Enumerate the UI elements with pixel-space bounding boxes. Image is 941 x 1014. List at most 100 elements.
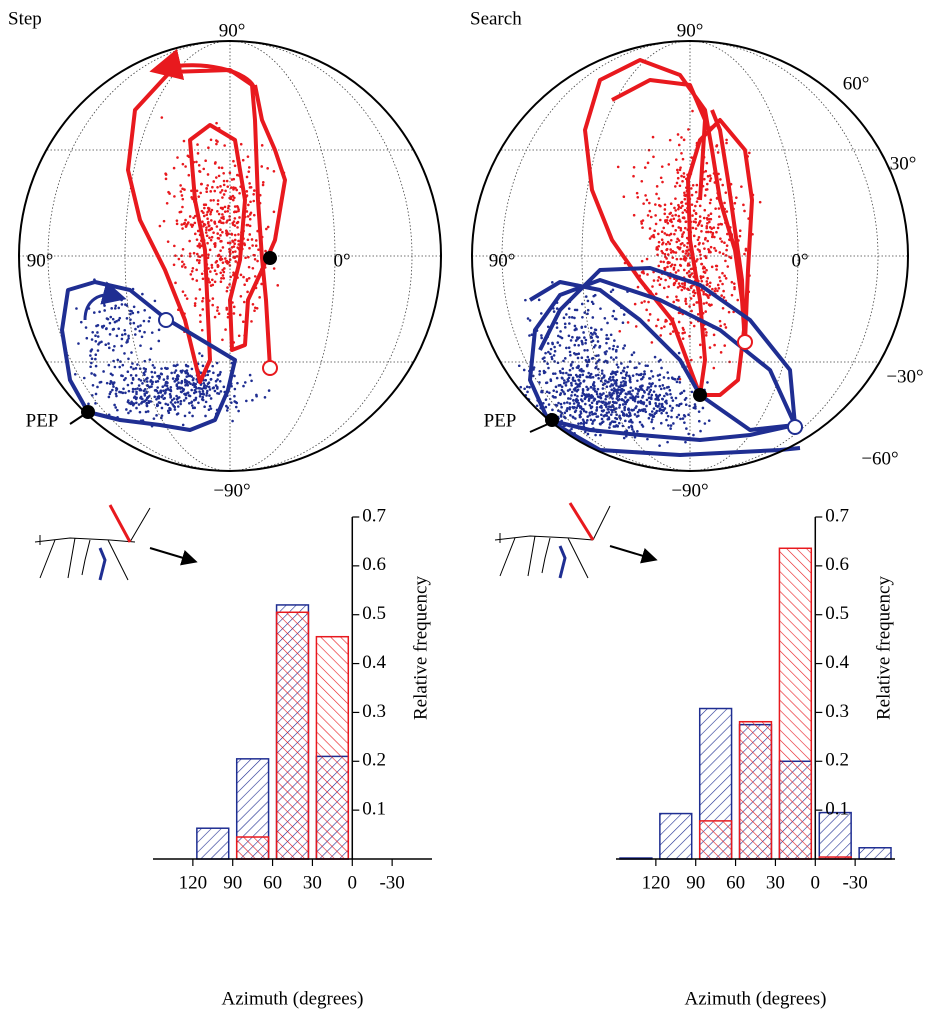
scatter-dot <box>219 234 222 237</box>
scatter-dot <box>156 386 159 389</box>
scatter-dot <box>618 385 622 389</box>
scatter-dot <box>91 383 95 387</box>
scatter-dot <box>222 385 226 389</box>
globe-rim <box>18 40 442 472</box>
scatter-dot <box>696 224 700 227</box>
scatter-dot <box>716 226 720 230</box>
scatter-dot <box>186 154 190 158</box>
scatter-dot <box>608 426 611 429</box>
scatter-dot <box>175 398 179 401</box>
scatter-dot <box>237 233 240 236</box>
scatter-dot <box>199 191 202 195</box>
scatter-dot <box>546 325 550 329</box>
scatter-dot <box>598 396 602 399</box>
scatter-dot <box>108 333 112 336</box>
scatter-dot <box>614 380 618 383</box>
scatter-dot <box>632 408 636 412</box>
scatter-dot <box>633 413 637 416</box>
scatter-dot <box>679 206 683 210</box>
scatter-dot <box>111 382 115 386</box>
scatter-dot <box>131 403 135 407</box>
scatter-dot <box>567 346 571 350</box>
scatter-dot <box>666 393 669 396</box>
scatter-dot <box>567 397 570 400</box>
scatter-dot <box>547 350 550 354</box>
scatter-dot <box>124 376 127 380</box>
scatter-dot <box>586 355 590 359</box>
scatter-dot <box>664 278 667 282</box>
scatter-dot <box>721 306 725 310</box>
scatter-dot <box>191 277 194 281</box>
scatter-dot <box>673 378 677 381</box>
scatter-dot <box>709 230 713 234</box>
pep-marker <box>545 413 559 427</box>
scatter-dot <box>585 421 588 425</box>
scatter-dot <box>703 208 707 212</box>
scatter-dot <box>596 340 600 343</box>
aep-marker <box>262 360 278 376</box>
scatter-dot <box>191 414 194 418</box>
scatter-dot <box>640 222 644 225</box>
scatter-dot <box>175 219 179 222</box>
scatter-dot <box>702 290 705 294</box>
scatter-dot <box>188 394 192 398</box>
scatter-dot <box>558 369 562 373</box>
scatter-dot <box>575 406 578 410</box>
scatter-dot <box>621 376 625 380</box>
scatter-dot <box>186 383 190 387</box>
scatter-dot <box>123 329 127 332</box>
scatter-dot <box>227 204 230 208</box>
scatter-dot <box>661 405 665 409</box>
scatter-dot <box>670 396 674 400</box>
scatter-dot <box>232 159 235 163</box>
scatter-dot <box>682 231 686 234</box>
scatter-dot <box>165 384 169 387</box>
scatter-dot <box>703 247 706 250</box>
scatter-dot <box>181 197 185 201</box>
scatter-dot <box>700 279 704 283</box>
scatter-dot <box>600 417 604 421</box>
scatter-dot <box>677 226 681 229</box>
scatter-dot <box>580 341 584 344</box>
scatter-dot <box>562 316 566 320</box>
trajectory <box>528 266 801 457</box>
scatter-dot <box>649 388 653 392</box>
scatter-dot <box>605 333 609 337</box>
scatter-dot <box>610 420 614 423</box>
scatter-dot <box>195 258 199 262</box>
scatter-dot <box>692 433 695 437</box>
scatter-dot <box>162 378 166 381</box>
scatter-dot <box>702 302 706 305</box>
scatter-dot <box>697 410 701 413</box>
scatter-dot <box>708 285 712 288</box>
scatter-dot <box>194 297 198 300</box>
scatter-dot <box>593 389 597 393</box>
scatter-dot <box>199 392 202 396</box>
scatter-dot <box>216 374 220 377</box>
scatter-dot <box>615 417 619 421</box>
scatter-dot <box>242 275 245 279</box>
scatter-dot <box>586 415 589 418</box>
scatter-dot <box>675 240 679 244</box>
scatter-dot <box>232 305 236 309</box>
scatter-dot <box>546 362 549 366</box>
scatter-dot <box>232 312 236 315</box>
scatter-dot <box>75 307 78 310</box>
scatter-dot <box>677 207 680 211</box>
scatter-dot <box>597 354 600 357</box>
scatter-dot <box>226 219 229 222</box>
scatter-dot <box>563 415 566 419</box>
scatter-dot <box>165 367 168 370</box>
scatter-dot <box>649 215 653 219</box>
scatter-dot <box>569 353 572 357</box>
scatter-dot <box>144 410 148 414</box>
scatter-dot <box>625 392 628 396</box>
scatter-dot <box>94 364 98 368</box>
scatter-dot <box>193 214 197 218</box>
scatter-dot <box>569 363 573 366</box>
scatter-dot <box>657 276 661 279</box>
scatter-dot <box>699 253 702 257</box>
scatter-dot <box>658 407 662 410</box>
scatter-dot <box>545 390 549 394</box>
scatter-dot <box>675 295 678 298</box>
